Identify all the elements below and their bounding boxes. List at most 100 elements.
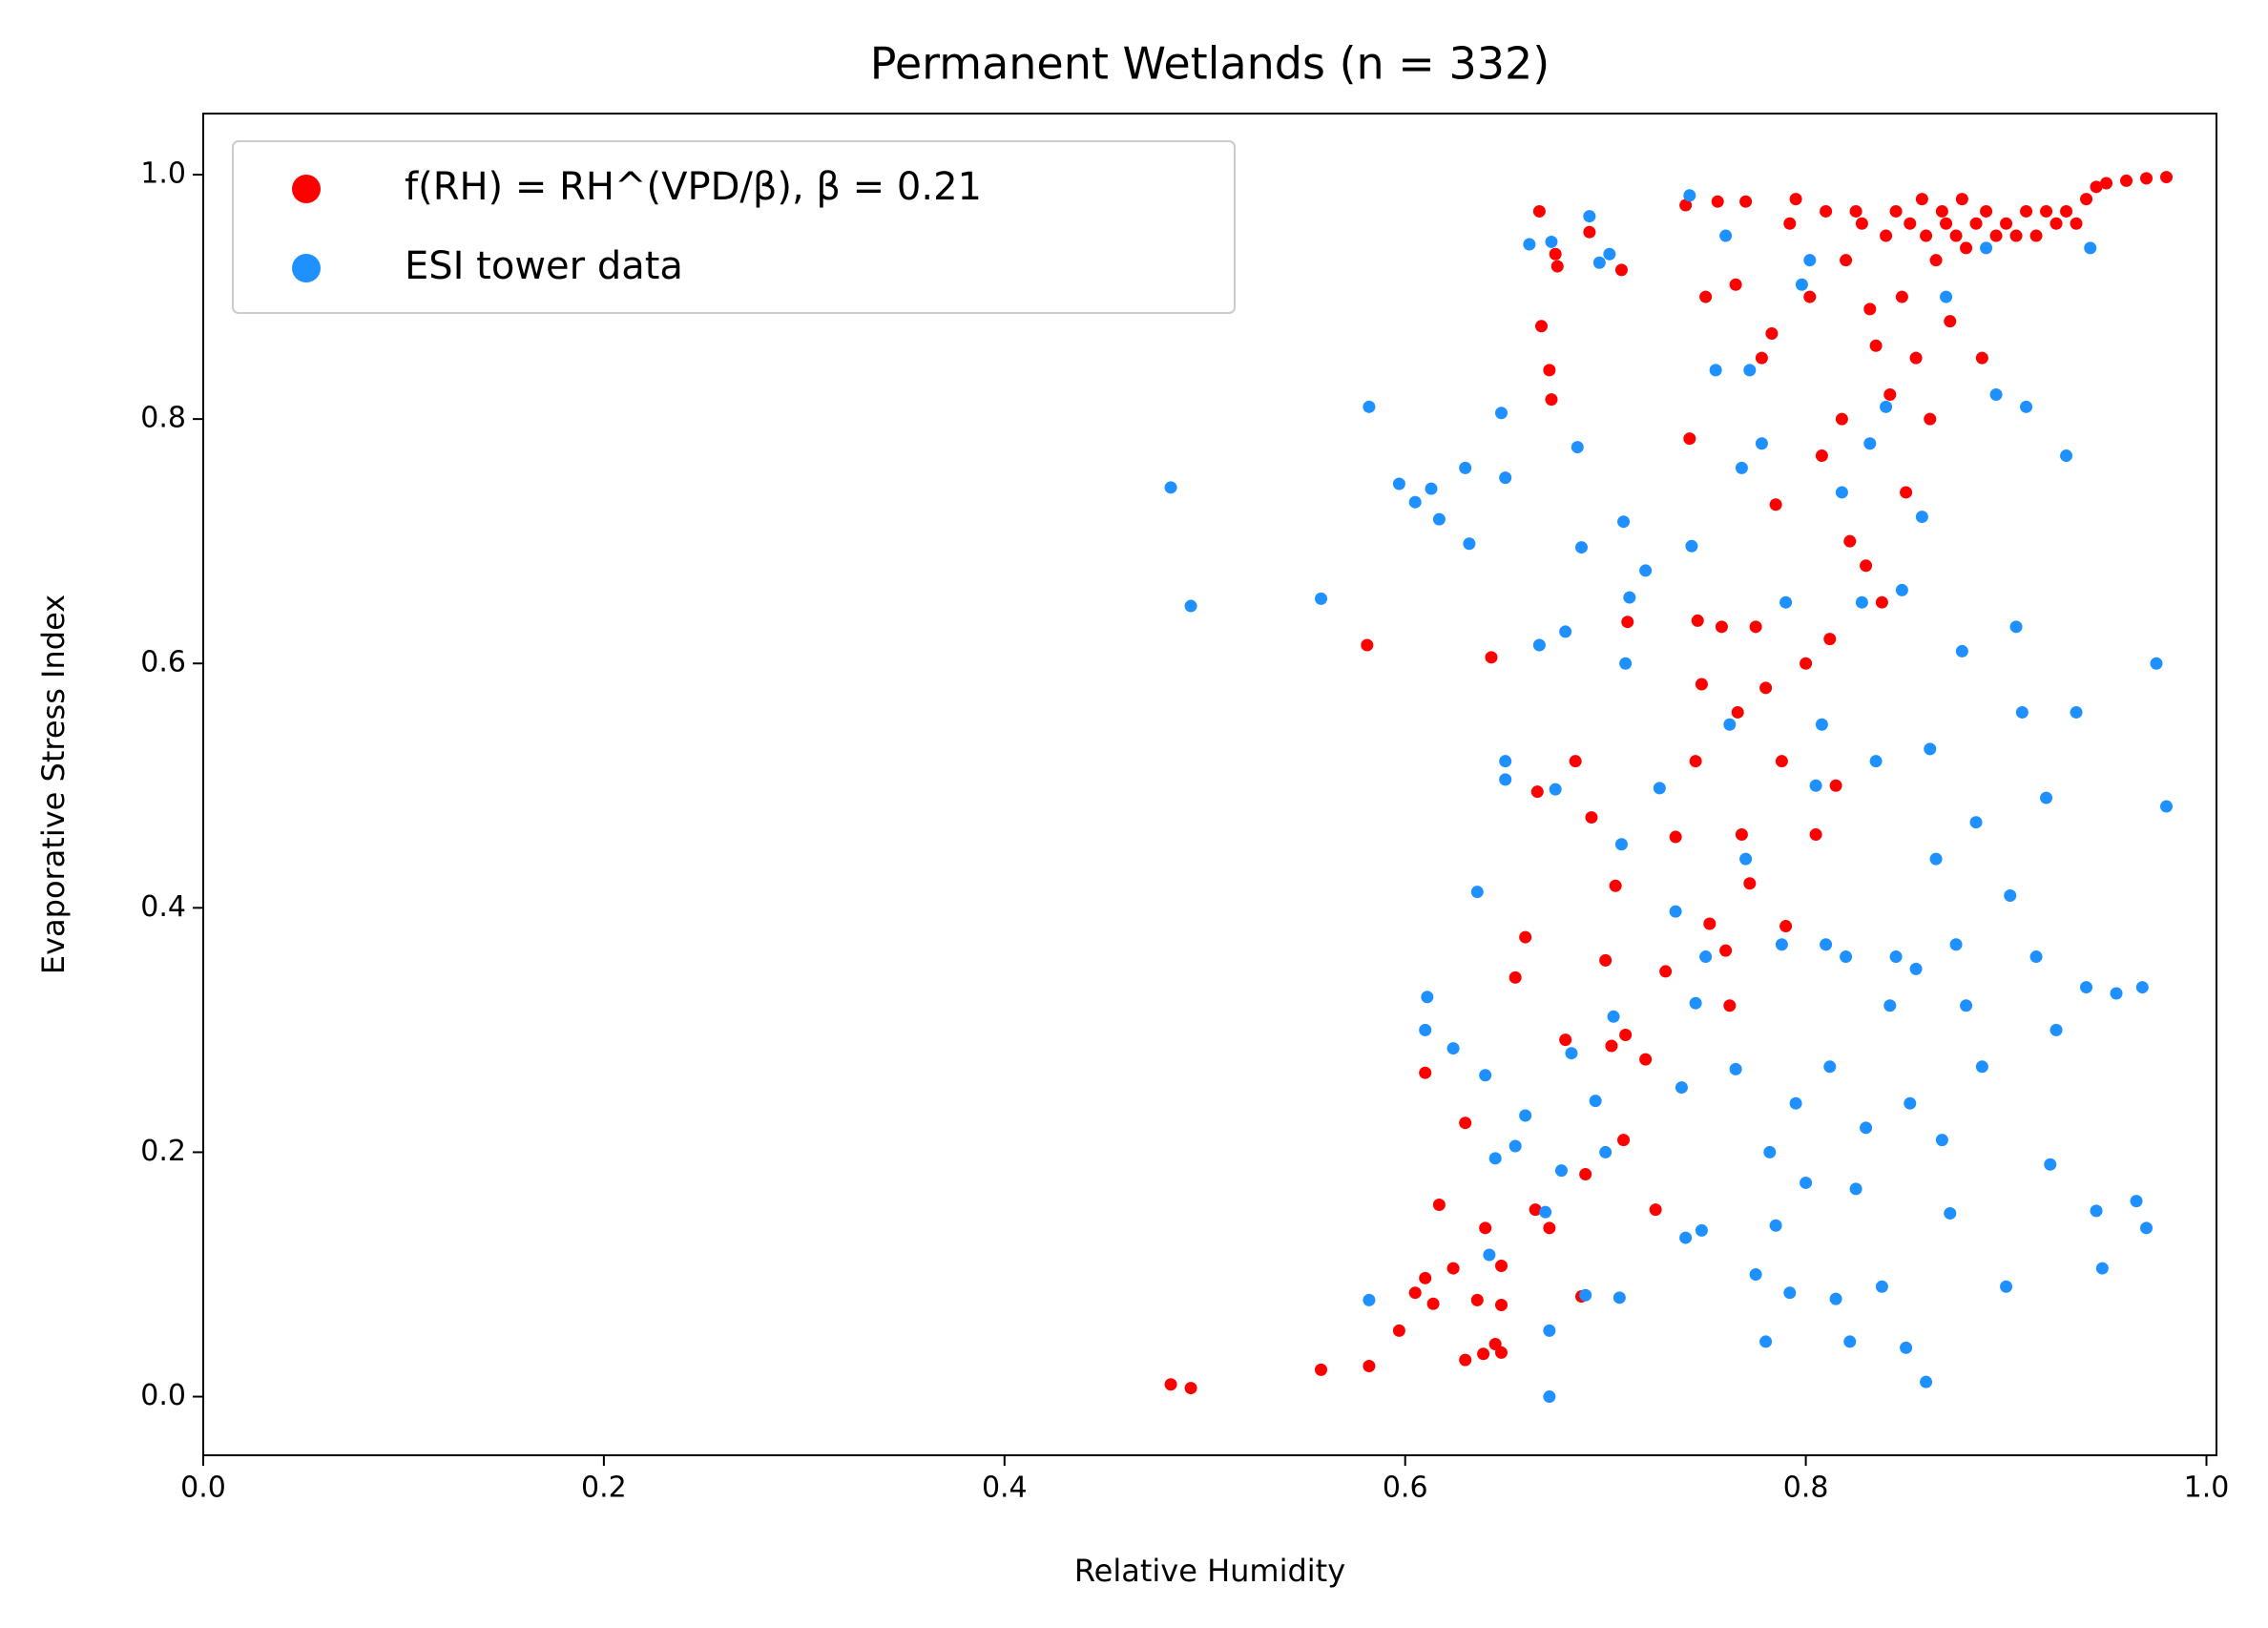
point xyxy=(1743,364,1757,377)
point xyxy=(1689,996,1702,1010)
point xyxy=(1679,198,1693,212)
point xyxy=(1549,247,1562,261)
point xyxy=(1795,278,1808,291)
point xyxy=(1543,364,1556,377)
point xyxy=(1749,1267,1762,1281)
point xyxy=(1659,965,1673,978)
y-tick-label: 0.0 xyxy=(140,1379,186,1412)
y-axis-label: Evaporative Stress Index xyxy=(35,595,72,974)
point xyxy=(1559,625,1572,638)
point xyxy=(1769,1219,1782,1232)
point xyxy=(1675,1081,1688,1095)
point xyxy=(1623,591,1636,604)
point xyxy=(2009,620,2023,634)
point xyxy=(1419,1023,1432,1036)
legend-label: f(RH) = RH^(VPD/β), β = 0.21 xyxy=(405,165,982,209)
point xyxy=(1545,393,1558,407)
point xyxy=(1574,541,1588,554)
point xyxy=(1605,1039,1618,1053)
point xyxy=(1446,1262,1460,1275)
point xyxy=(1361,638,1374,652)
point xyxy=(1935,204,1948,218)
point xyxy=(1565,1047,1578,1060)
point xyxy=(1579,1167,1592,1180)
point xyxy=(1523,238,1536,251)
point xyxy=(1759,1335,1773,1348)
point xyxy=(1479,1069,1492,1082)
y-tick-label: 1.0 xyxy=(140,157,186,191)
point xyxy=(1494,1260,1508,1273)
point xyxy=(1723,999,1737,1012)
point xyxy=(1363,1360,1376,1373)
point xyxy=(1915,193,1928,206)
point xyxy=(1419,1271,1432,1284)
point xyxy=(1617,515,1631,529)
point xyxy=(1639,564,1653,577)
point xyxy=(1749,620,1762,634)
legend-label: ESI tower data xyxy=(405,244,683,288)
point xyxy=(1719,229,1733,242)
point xyxy=(1363,400,1376,413)
point xyxy=(1883,388,1897,402)
point xyxy=(2150,657,2163,670)
point xyxy=(1426,1297,1440,1310)
point xyxy=(1499,471,1512,485)
point xyxy=(1924,412,1937,426)
point xyxy=(1519,1109,1532,1122)
point xyxy=(1769,498,1782,511)
x-tick-label: 0.0 xyxy=(180,1471,226,1505)
point xyxy=(1849,1182,1862,1196)
point xyxy=(1699,950,1713,964)
point xyxy=(1621,616,1634,629)
point xyxy=(1432,1198,1446,1211)
point xyxy=(1735,828,1748,842)
chart-title: Permanent Wetlands (n = 332) xyxy=(870,38,1550,90)
point xyxy=(2020,204,2033,218)
point xyxy=(2090,1204,2103,1218)
point xyxy=(1940,290,1953,303)
point xyxy=(1955,644,1968,657)
point xyxy=(1823,1060,1837,1074)
point xyxy=(1583,210,1596,223)
point xyxy=(1935,1134,1948,1147)
point xyxy=(1863,303,1877,316)
point xyxy=(1534,320,1548,333)
point xyxy=(1763,1145,1777,1158)
point xyxy=(1408,1286,1422,1300)
y-tick-label: 0.2 xyxy=(140,1135,186,1168)
point xyxy=(1895,290,1908,303)
point xyxy=(2020,400,2033,413)
point xyxy=(1699,290,1713,303)
y-tick-label: 0.4 xyxy=(140,890,186,924)
point xyxy=(1915,511,1928,524)
point xyxy=(1392,477,1405,490)
point xyxy=(1614,263,1628,277)
point xyxy=(1843,1335,1857,1348)
point xyxy=(1755,351,1768,365)
point xyxy=(1592,256,1606,269)
point xyxy=(1583,225,1596,239)
x-tick-label: 0.2 xyxy=(581,1471,627,1505)
point xyxy=(1820,204,1833,218)
y-tick-label: 0.8 xyxy=(140,402,186,435)
point xyxy=(1820,938,1833,951)
point xyxy=(1835,486,1848,499)
point xyxy=(1579,1288,1592,1302)
point xyxy=(1815,449,1828,463)
point xyxy=(1421,991,1434,1004)
point xyxy=(1695,678,1708,691)
point xyxy=(1571,441,1584,454)
point xyxy=(1639,1053,1653,1066)
point xyxy=(1783,217,1797,230)
point xyxy=(1735,461,1748,474)
legend-marker xyxy=(292,175,321,203)
point xyxy=(1585,811,1598,824)
point xyxy=(1519,930,1532,944)
point xyxy=(1729,1062,1742,1075)
point xyxy=(1849,204,1862,218)
point xyxy=(1840,950,1853,964)
legend-box xyxy=(232,140,1236,314)
point xyxy=(1880,400,1893,413)
point xyxy=(1929,254,1943,267)
